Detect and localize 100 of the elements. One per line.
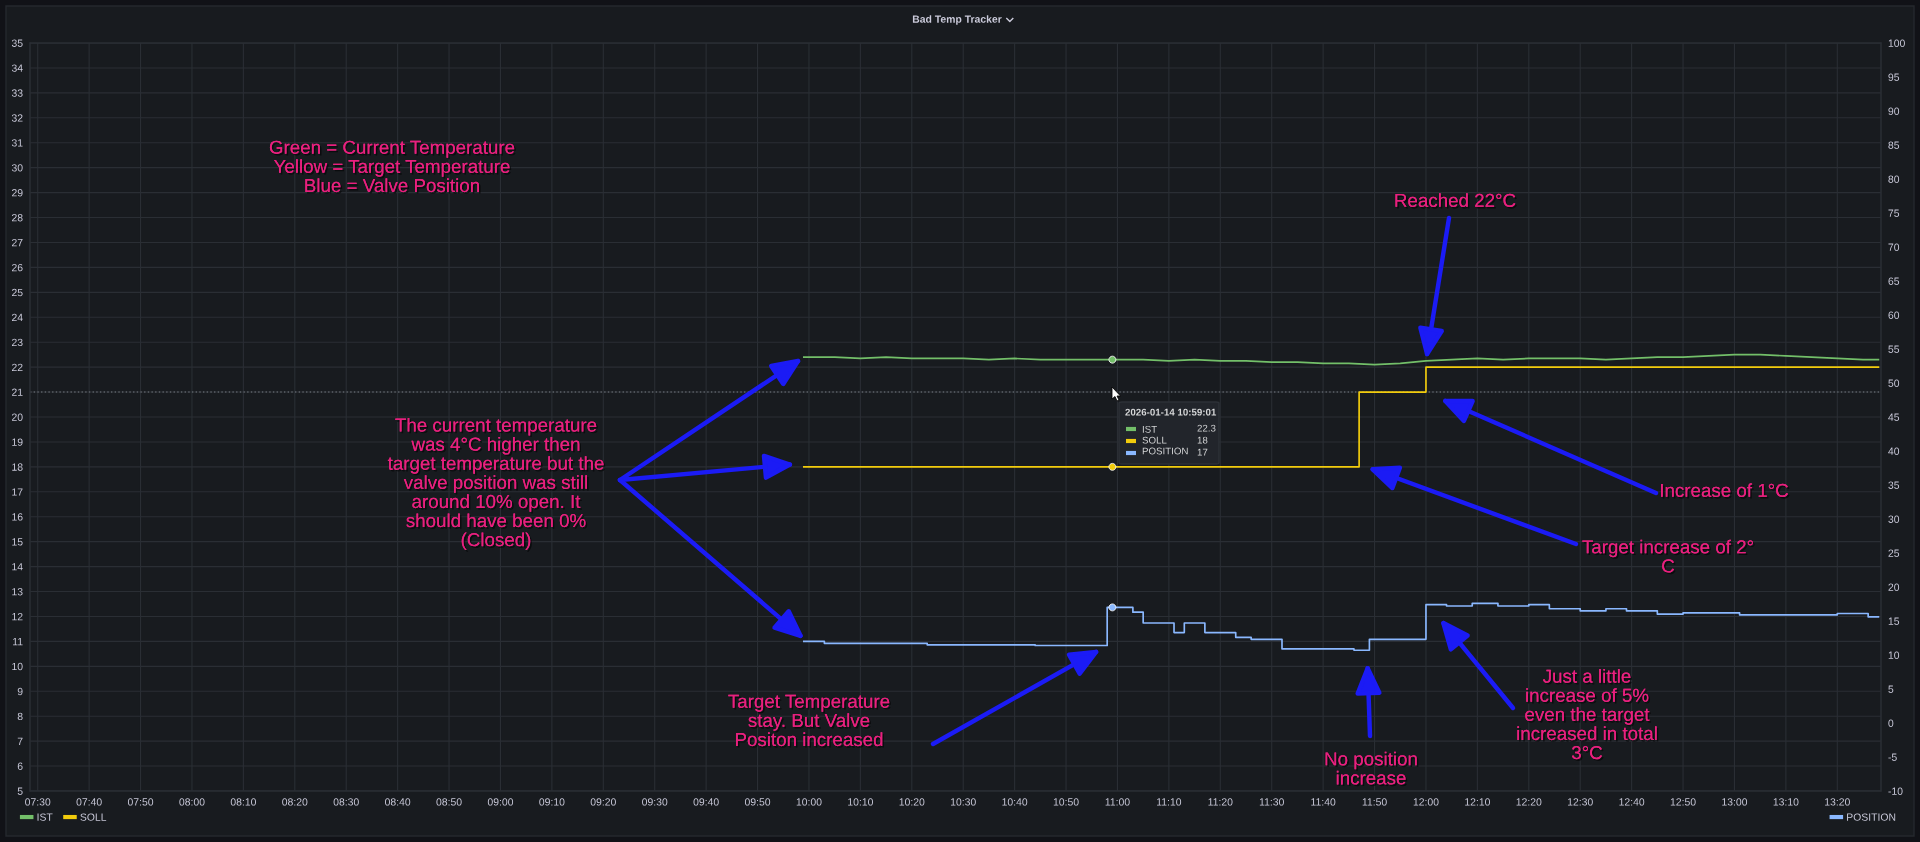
x-tick-label: 09:00: [487, 798, 514, 806]
y2-tick-label: 40: [1888, 447, 1900, 455]
y-tick-label: 16: [12, 513, 23, 521]
y2-tick-label: -10: [1888, 787, 1903, 795]
y2-tick-label: 60: [1888, 311, 1900, 319]
chart-title: Bad Temp Tracker: [912, 15, 1002, 25]
y-tick-label: 14: [12, 563, 23, 571]
x-tick-label: 08:40: [385, 798, 411, 806]
y2-tick-label: 80: [1888, 175, 1900, 183]
annotation: Green = Current Temperature Yellow = Target Temperature Blue = Valve Position: [269, 140, 516, 194]
y2-tick-label: 30: [1888, 515, 1900, 523]
y2-tick-label: 90: [1888, 107, 1900, 115]
y2-tick-label: 100: [1888, 39, 1905, 47]
x-tick-label: 08:50: [436, 798, 462, 806]
y2-tick-label: 15: [1888, 617, 1900, 625]
y2-tick-label: 50: [1888, 379, 1900, 387]
annotation: 17: [1197, 448, 1208, 456]
annotation: 18: [1197, 436, 1208, 444]
y-tick-label: 8: [17, 712, 23, 721]
y-tick-label: 34: [11, 64, 23, 72]
y2-tick-label: 55: [1888, 345, 1900, 353]
legend-label: IST: [1142, 425, 1157, 433]
y-tick-label: 18: [12, 463, 23, 471]
x-tick-label: 07:50: [127, 798, 154, 806]
x-tick-label: 10:20: [899, 798, 925, 806]
y2-tick-label: 20: [1888, 583, 1900, 591]
text: IST: [37, 813, 53, 821]
y-tick-label: 6: [17, 762, 23, 770]
annotation: No position increase: [1325, 751, 1419, 787]
x-tick-label: 11:00: [1105, 798, 1130, 806]
y2-tick-label: 25: [1888, 549, 1900, 557]
y-tick-label: 7: [17, 737, 23, 745]
x-tick-label: 11:10: [1157, 798, 1182, 806]
x-tick-label: 12:50: [1670, 798, 1696, 806]
x-tick-label: 08:10: [230, 798, 257, 806]
y2-tick-label: 10: [1888, 651, 1900, 659]
x-tick-label: 11:40: [1311, 798, 1336, 806]
x-tick-label: 13:10: [1773, 798, 1799, 806]
y-tick-label: 29: [11, 189, 23, 197]
x-tick-label: 12:20: [1516, 798, 1542, 806]
y-tick-label: 19: [12, 438, 23, 446]
y-tick-label: 24: [11, 313, 23, 322]
legend-label: POSITION: [1142, 447, 1188, 455]
text: SOLL: [80, 813, 107, 821]
y-tick-label: 28: [11, 214, 23, 222]
x-tick-label: 07:30: [25, 798, 51, 806]
annotation: Target increase of 2° C: [1582, 539, 1755, 575]
x-tick-label: 10:00: [796, 798, 822, 806]
annotation: The current temperature was 4°C higher then target temperature but the valve position was still around 10% open. It should have been 0% (Closed): [387, 417, 606, 552]
annotation: 22.3: [1197, 424, 1216, 432]
y2-tick-label: 95: [1888, 73, 1900, 81]
y2-tick-label: 0: [1888, 719, 1894, 727]
y2-tick-label: 45: [1888, 413, 1900, 421]
y-tick-label: 10: [12, 662, 23, 671]
x-tick-label: 12:00: [1413, 798, 1439, 806]
y2-tick-label: 75: [1888, 209, 1900, 217]
x-tick-label: 12:10: [1465, 798, 1491, 806]
y-tick-label: 15: [12, 538, 23, 546]
y-tick-label: 21: [11, 388, 23, 396]
y-tick-label: 5: [17, 787, 23, 795]
y-tick-label: 23: [11, 338, 23, 347]
y-tick-label: 9: [17, 687, 23, 696]
x-tick-label: 10:10: [848, 798, 874, 806]
y-tick-label: 33: [11, 89, 23, 97]
y-tick-label: 12: [12, 612, 23, 621]
y-tick-label: 30: [11, 164, 23, 172]
y-tick-label: 13: [12, 588, 23, 596]
y-tick-label: 20: [11, 413, 23, 421]
y-tick-label: 22: [11, 363, 23, 371]
legend-label: SOLL: [1142, 436, 1167, 444]
x-tick-label: 09:10: [539, 798, 565, 806]
x-tick-label: 13:00: [1722, 798, 1748, 806]
x-tick-label: 11:20: [1208, 798, 1233, 806]
x-tick-label: 12:40: [1619, 798, 1645, 806]
y-tick-label: 17: [12, 488, 23, 496]
y2-tick-label: -5: [1888, 753, 1897, 761]
x-tick-label: 09:30: [642, 798, 668, 806]
y2-tick-label: 65: [1888, 277, 1900, 285]
x-tick-label: 08:00: [179, 798, 205, 806]
y-tick-label: 11: [13, 638, 23, 646]
annotation: 2026-01-14 10:59:01: [1125, 408, 1217, 416]
y-tick-label: 35: [11, 39, 23, 47]
annotation: Reached 22°C: [1395, 193, 1518, 209]
x-tick-label: 12:30: [1567, 798, 1593, 806]
annotation: Just a little increase of 5% even the target increased in total 3°C: [1517, 669, 1659, 761]
x-tick-label: 07:40: [76, 798, 102, 806]
y2-tick-label: 85: [1888, 141, 1900, 149]
y2-tick-label: 35: [1888, 481, 1900, 489]
x-tick-label: 10:30: [950, 798, 976, 806]
x-tick-label: 11:30: [1259, 798, 1284, 806]
x-tick-label: 10:50: [1053, 798, 1079, 806]
annotation: Target Temperature stay. But Valve Positon increased: [728, 694, 891, 748]
x-tick-label: 09:50: [744, 798, 771, 806]
y-tick-label: 27: [11, 238, 23, 247]
x-tick-label: 10:40: [1002, 798, 1028, 806]
x-tick-label: 09:40: [693, 798, 719, 806]
x-tick-label: 11:50: [1362, 798, 1387, 806]
x-tick-label: 08:30: [333, 798, 359, 806]
y-tick-label: 26: [11, 263, 23, 272]
annotation: Increase of 1°C: [1661, 483, 1790, 499]
